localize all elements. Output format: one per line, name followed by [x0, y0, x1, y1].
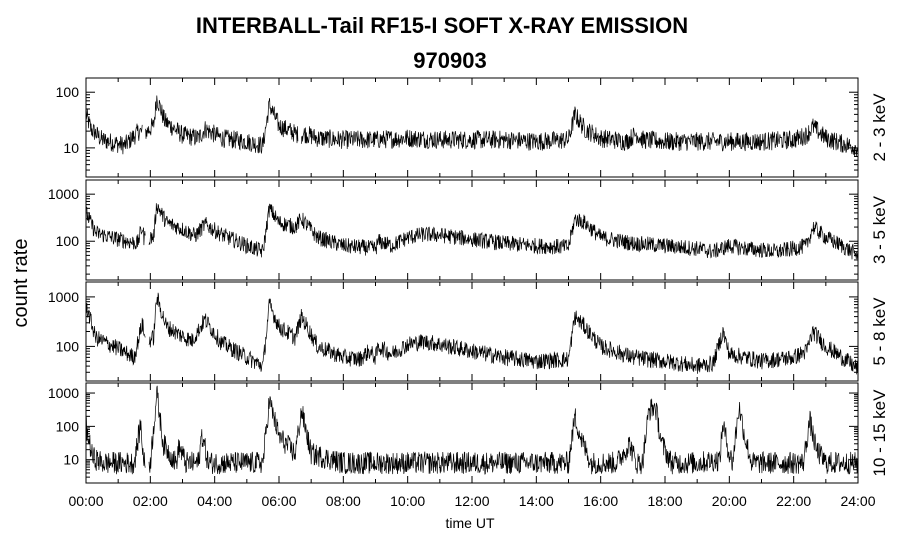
- x-tick-label: 06:00: [261, 493, 296, 509]
- panel-frame: [85, 281, 859, 382]
- x-tick-label: 14:00: [519, 493, 554, 509]
- y-tick-label: 100: [56, 233, 80, 249]
- x-tick-label: 10:00: [390, 493, 425, 509]
- series-trace: [85, 203, 859, 260]
- x-tick-label: 18:00: [647, 493, 682, 509]
- y-tick-label: 100: [56, 418, 80, 434]
- x-tick-label: 12:00: [454, 493, 489, 509]
- chart-title: INTERBALL-Tail RF15-I SOFT X-RAY EMISSIO…: [196, 13, 688, 38]
- band-label: 3 - 5 keV: [870, 195, 889, 264]
- chart-subtitle: 970903: [413, 48, 486, 73]
- y-tick-label: 1000: [48, 289, 79, 305]
- x-tick-label: 04:00: [197, 493, 232, 509]
- panel-2: 100 1000 3 - 5 keV: [48, 179, 889, 281]
- band-label: 5 - 8 keV: [870, 297, 889, 366]
- y-tick-label: 100: [56, 84, 80, 100]
- series-trace: [85, 95, 858, 157]
- x-tick-label: 08:00: [326, 493, 361, 509]
- panel-4: 10 100 1000 10 - 15 keV: [48, 382, 889, 484]
- series-trace: [85, 292, 859, 375]
- y-tick-label: 10: [63, 140, 79, 156]
- panels-group: 10 100 2 - 3 keV 100 1000 3 - 5 keV 100 1000 5 -…: [48, 77, 889, 509]
- x-tick-label: 16:00: [583, 493, 618, 509]
- panel-3: 100 1000 5 - 8 keV: [48, 281, 889, 382]
- y-axis-label: count rate: [10, 239, 32, 328]
- x-tick-label: 00:00: [68, 493, 103, 509]
- x-tick-label: 02:00: [133, 493, 168, 509]
- x-tick-label: 24:00: [840, 493, 875, 509]
- band-label: 2 - 3 keV: [870, 93, 889, 162]
- panel-1: 10 100 2 - 3 keV: [56, 77, 889, 178]
- band-label: 10 - 15 keV: [870, 389, 889, 477]
- series-trace: [85, 385, 859, 475]
- panel-frame: [85, 77, 859, 178]
- y-tick-label: 1000: [48, 186, 79, 202]
- x-tick-labels: 00:00 02:00 04:00 06:00 08:00 10:00 12:00 14:00…: [68, 493, 875, 509]
- y-tick-label: 1000: [48, 385, 79, 401]
- x-tick-label: 20:00: [712, 493, 747, 509]
- x-tick-label: 22:00: [776, 493, 811, 509]
- y-tick-label: 100: [56, 338, 80, 354]
- x-axis-label: time UT: [446, 515, 495, 531]
- y-tick-label: 10: [63, 452, 79, 468]
